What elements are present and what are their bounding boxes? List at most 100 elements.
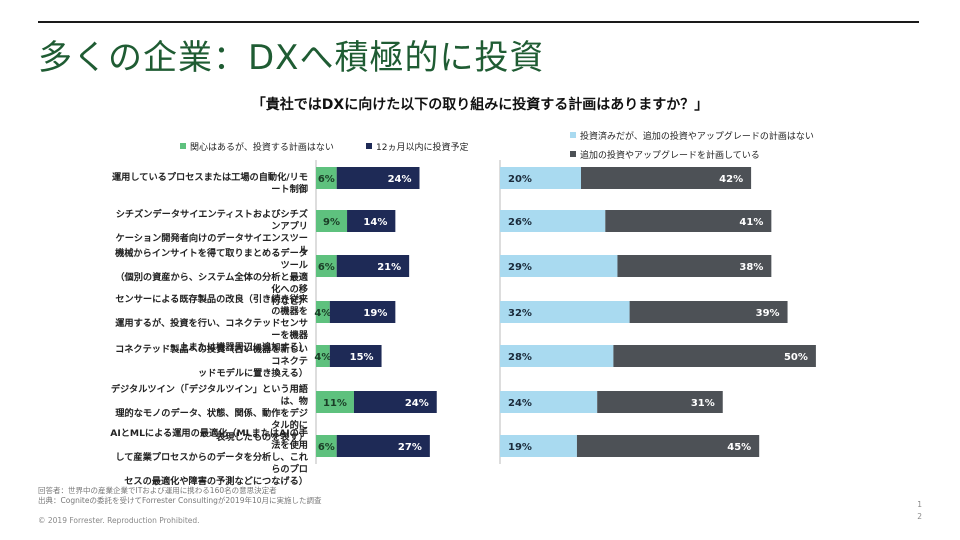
right-bar-segment [500,345,614,367]
right-bar-segment [581,167,752,189]
legend-item-right-1: 投資済みだが、追加の投資やアップグレードの計画はない [570,129,814,142]
legend-item-right-2: 追加の投資やアップグレードを計画している [570,148,760,161]
left-data-label: 24% [388,174,412,185]
left-data-label: 6% [318,174,335,185]
category-label-line: コネクテッド製品への投資（古い機器を新しいコネクテ [115,344,308,367]
right-bar-segment [500,167,581,189]
left-bar-segment [316,255,337,277]
category-label-line: 理的なモノのデータ、状態、関係、動作をデジタル的に [115,408,308,431]
top-rule [38,21,919,23]
category-label-line: 行など） [271,296,308,307]
right-bar-segment [617,255,772,277]
left-bar-segment [329,301,396,323]
category-label: 機械からインサイトを得て取りまとめるデータツール （個別の資産から、システム全体の… [110,248,308,308]
right-bar-segment [629,301,788,323]
right-data-label: 26% [508,217,532,228]
category-label-line: 上または機器周辺に追加する） [179,342,308,353]
left-bar-segment [353,391,437,413]
left-bar-segment [316,345,330,367]
category-label-line: AIとMLによる運用の最適化（MLまたはAIの手法を使用 [110,428,308,451]
left-bar-segment [336,435,430,457]
left-bar-segment [336,255,410,277]
left-data-label: 4% [314,308,331,319]
category-label-line: して産業プロセスからのデータを分析し、これらのプロ [115,452,308,475]
left-data-label: 6% [318,442,335,453]
legend-swatch [570,132,576,138]
category-label-line: デジタルツイン（「デジタルツイン」という用語は、物 [110,384,308,407]
category-label-line: 表現したものを表す） [216,432,308,443]
left-data-label: 14% [363,217,387,228]
left-data-label: 4% [314,352,331,363]
left-data-label: 6% [318,262,335,273]
legend-swatch [180,143,186,149]
left-bar-segment [316,391,354,413]
page-number-2: 2 [917,512,922,521]
legend-swatch [366,143,372,149]
right-data-label: 39% [756,308,780,319]
right-bar-segment [576,435,760,457]
left-data-label: 15% [350,352,374,363]
category-label: 運用しているプロセスまたは工場の自動化/リモート制御 [110,172,308,196]
right-bar-segment [500,435,577,457]
right-bar-segment [500,255,618,277]
category-label: コネクテッド製品への投資（古い機器を新しいコネクテ ッドモデルに置き換える） [110,344,308,380]
right-data-label: 50% [784,352,808,363]
slide-title: 多くの企業：DXへ積極的に投資 [38,38,545,78]
left-bar-segment [347,210,396,232]
right-data-label: 45% [727,442,751,453]
left-bar-segment [329,345,382,367]
right-bar-segment [613,345,816,367]
left-bar-segment [336,167,420,189]
left-bar-segment [316,210,348,232]
category-label: デジタルツイン（「デジタルツイン」という用語は、物 理的なモノのデータ、状態、関係… [110,384,308,444]
right-data-label: 19% [508,442,532,453]
legend-item-left-1: 関心はあるが、投資する計画はない [180,140,334,153]
chart-title: 「貴社ではDXに向けた以下の取り組みに投資する計画はありますか？」 [251,97,709,113]
category-label-line: ケーション開発者向けのデータサイエンスツール [115,233,308,256]
copyright: © 2019 Forrester. Reproduction Prohibite… [38,516,200,525]
category-label-line: 機械からインサイトを得て取りまとめるデータツール [115,248,308,271]
left-data-label: 24% [405,398,429,409]
left-bar-segment [316,435,337,457]
right-data-label: 20% [508,174,532,185]
right-data-label: 42% [719,174,743,185]
right-bar-segment [597,391,723,413]
category-label-line: ッドモデルに置き換える） [198,368,308,379]
legend-label: 関心はあるが、投資する計画はない [190,143,334,153]
left-data-label: 11% [323,398,347,409]
category-label-line: 運用するが、投資を行い、コネクテッドセンサーを機器 [115,318,308,341]
right-data-label: 38% [739,262,763,273]
right-data-label: 24% [508,398,532,409]
category-label: シチズンデータサイエンティストおよびシチズンアプリ ケーション開発者向けのデータサ… [110,209,308,257]
right-data-label: 28% [508,352,532,363]
left-data-label: 21% [377,262,401,273]
legend-label: 投資済みだが、追加の投資やアップグレードの計画はない [580,132,814,142]
right-bar-segment [500,210,606,232]
left-data-label: 19% [363,308,387,319]
left-data-label: 9% [323,217,340,228]
right-bar-segment [500,301,630,323]
category-label-line: シチズンデータサイエンティストおよびシチズンアプリ [115,209,308,232]
page-number-1: 1 [917,500,922,509]
category-label-line: 運用しているプロセスまたは工場の自動化/リモート制御 [111,172,308,195]
right-bar-segment [500,391,598,413]
left-data-label: 27% [398,442,422,453]
right-data-label: 41% [739,217,763,228]
legend-label: 追加の投資やアップグレードを計画している [580,151,760,161]
footnote-respondents: 回答者：世界中の産業企業でITおよび運用に携わる160名の意思決定者 [38,486,277,495]
legend-swatch [570,151,576,157]
category-label: センサーによる既存製品の改良（引き続き従来の機器を 運用するが、投資を行い、コネク… [110,294,308,354]
footnote-source: 出典：Cogniteの委託を受けてForrester Consultingが20… [38,496,322,505]
left-bar-segment [316,167,337,189]
category-label-line: セスの最適化や障害の予測などにつなげる） [124,476,308,487]
right-data-label: 29% [508,262,532,273]
category-label-line: センサーによる既存製品の改良（引き続き従来の機器を [115,294,308,317]
right-data-label: 31% [691,398,715,409]
left-bar-segment [316,301,330,323]
right-bar-segment [605,210,772,232]
legend-label: 12ヵ月以内に投資予定 [376,143,469,153]
right-data-label: 32% [508,308,532,319]
legend-item-left-2: 12ヵ月以内に投資予定 [366,140,468,153]
category-label: AIとMLによる運用の最適化（MLまたはAIの手法を使用 して産業プロセスからのデ… [110,428,308,488]
